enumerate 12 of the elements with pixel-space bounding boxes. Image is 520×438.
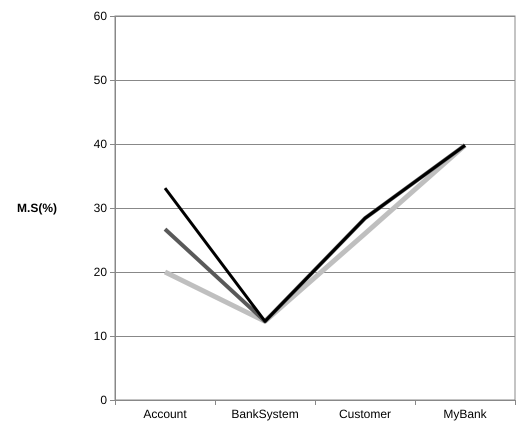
y-tick-label: 30 xyxy=(94,201,108,215)
y-tick-label: 20 xyxy=(94,265,108,279)
y-tick-label: 60 xyxy=(94,9,108,23)
x-tick-label: BankSystem xyxy=(231,407,299,421)
x-tick-label: Account xyxy=(143,407,188,421)
y-tick-label: 10 xyxy=(94,329,108,343)
y-tick-label: 50 xyxy=(94,73,108,87)
x-tick-label: Customer xyxy=(338,407,392,421)
x-tick-label: MyBank xyxy=(443,407,488,421)
y-tick-label: 0 xyxy=(100,393,108,407)
y-tick-label: 40 xyxy=(94,137,108,151)
y-axis-title: M.S(%) xyxy=(17,201,57,215)
